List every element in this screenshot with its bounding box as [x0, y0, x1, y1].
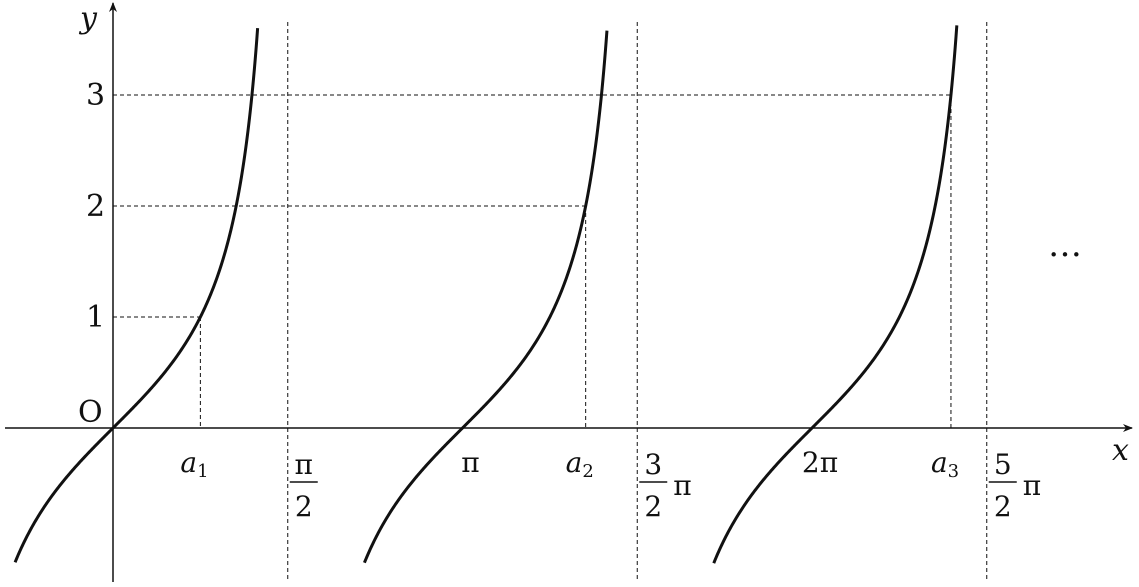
x-axis-label: x — [1112, 433, 1129, 468]
asymptote-num-0: π — [295, 448, 313, 481]
tan-branch-1 — [363, 30, 609, 564]
ellipsis: … — [1048, 225, 1082, 265]
asymptote-num-2: 5 — [994, 448, 1012, 481]
y-tick-label-3: 3 — [86, 78, 105, 113]
y-tick-label-1: 1 — [86, 300, 105, 335]
pi-label: π — [461, 446, 479, 479]
a2-label: a2 — [566, 446, 594, 482]
a1-label: a1 — [180, 446, 208, 482]
tan-branch-0 — [13, 28, 260, 563]
2pi-label: 2π — [802, 446, 838, 479]
asymptote-den-2: 2 — [994, 490, 1012, 523]
tan-branch-2 — [712, 25, 959, 564]
asymptote-suffix-2: π — [1023, 469, 1041, 502]
asymptote-den-0: 2 — [295, 490, 313, 523]
asymptote-suffix-1: π — [673, 469, 691, 502]
origin-label: O — [78, 395, 103, 430]
asymptote-den-1: 2 — [644, 490, 662, 523]
y-axis-label: y — [78, 1, 98, 36]
a3-label: a3 — [931, 446, 959, 482]
asymptote-num-1: 3 — [644, 448, 662, 481]
y-tick-label-2: 2 — [86, 189, 105, 224]
